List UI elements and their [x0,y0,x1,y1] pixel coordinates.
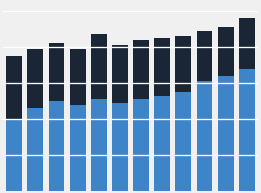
Bar [70,105,86,191]
Bar [197,81,212,191]
Bar [112,103,128,191]
Bar [6,119,22,191]
Bar [218,76,234,191]
Bar [112,45,128,103]
Bar [91,34,107,99]
Bar [175,36,191,92]
Bar [91,99,107,191]
Bar [154,96,170,191]
Bar [27,49,43,108]
Bar [70,49,86,105]
Bar [239,18,255,69]
Bar [27,108,43,191]
Bar [239,69,255,191]
Bar [49,43,64,101]
Bar [175,92,191,191]
Bar [133,40,149,99]
Bar [197,31,212,81]
Bar [49,101,64,191]
Bar [218,27,234,76]
Bar [154,38,170,96]
Bar [133,99,149,191]
Bar [6,56,22,119]
